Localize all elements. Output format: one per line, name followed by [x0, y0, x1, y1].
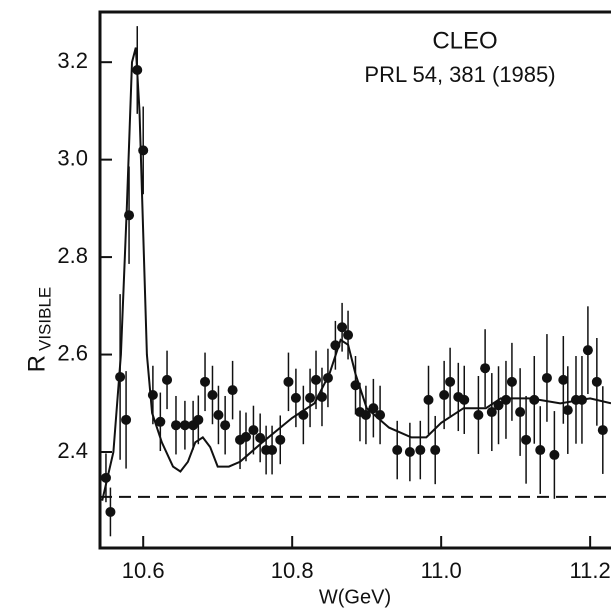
data-point [576, 394, 587, 405]
x-tick-label: 10.8 [271, 558, 314, 583]
data-point [275, 434, 286, 445]
data-point [591, 376, 602, 387]
data-point [132, 64, 143, 75]
data-point [179, 420, 190, 431]
y-tick-label: 2.4 [57, 438, 88, 463]
chart-subtitle: PRL 54, 381 (1985) [364, 62, 555, 87]
data-point [535, 445, 546, 456]
y-tick-label: 3.0 [57, 145, 88, 170]
data-point [558, 374, 569, 385]
data-point [200, 376, 211, 387]
data-point [330, 340, 341, 351]
data-point [392, 445, 403, 456]
data-point [486, 407, 497, 418]
data-point [423, 394, 434, 405]
data-point [529, 394, 540, 405]
data-point [138, 145, 149, 156]
y-tick-label: 2.6 [57, 340, 88, 365]
data-point [493, 400, 504, 411]
data-point [311, 374, 322, 385]
data-point [459, 394, 470, 405]
data-point [316, 391, 327, 402]
x-axis-label: W(GeV) [319, 586, 391, 608]
data-point [170, 420, 181, 431]
data-point [343, 330, 354, 341]
y-tick-label: 3.2 [57, 48, 88, 73]
data-point [124, 210, 135, 221]
y-axis-label: R [23, 355, 50, 372]
x-tick-label: 10.6 [122, 558, 165, 583]
data-point [350, 380, 361, 391]
data-point [207, 389, 218, 400]
data-point [241, 431, 251, 442]
data-point [105, 506, 116, 517]
data-point [404, 447, 415, 458]
data-point [562, 405, 573, 416]
data-point [360, 409, 371, 420]
data-point [480, 363, 491, 374]
data-point [193, 414, 204, 425]
data-point [368, 403, 379, 414]
data-point [290, 392, 301, 403]
y-axis-label-subscript: VISIBLE [35, 287, 54, 351]
y-tick-label: 2.8 [57, 243, 88, 268]
data-point [147, 389, 158, 400]
data-point [445, 376, 456, 387]
data-point [430, 445, 441, 456]
data-point [255, 432, 266, 443]
data-point [549, 449, 560, 460]
data-point [541, 372, 552, 383]
data-point [375, 409, 386, 420]
y-axis-label-group: R VISIBLE [23, 287, 54, 373]
data-point [283, 376, 294, 387]
x-tick-label: 11.2 [570, 558, 611, 583]
data-point [155, 416, 166, 427]
data-point [121, 414, 132, 425]
data-point [337, 322, 348, 333]
x-tick-label: 11.0 [421, 558, 462, 583]
plot-area [100, 26, 611, 537]
data-point [267, 445, 278, 456]
data-point [305, 392, 316, 403]
data-point [115, 371, 126, 382]
data-point [582, 345, 593, 356]
data-point [521, 434, 532, 445]
data-point [473, 409, 484, 420]
data-point [100, 472, 111, 483]
data-point [515, 407, 526, 418]
data-point [597, 425, 608, 436]
data-point [227, 385, 238, 396]
data-point [298, 409, 309, 420]
chart-title: CLEO [432, 27, 497, 54]
data-point [415, 445, 426, 456]
data-point [162, 374, 173, 385]
data-point [213, 409, 224, 420]
data-point [322, 372, 333, 383]
data-point [439, 389, 450, 400]
axes-frame [98, 10, 611, 550]
data-point [220, 420, 231, 431]
data-point [506, 376, 517, 387]
data-point [500, 394, 511, 405]
data-point [248, 425, 259, 436]
